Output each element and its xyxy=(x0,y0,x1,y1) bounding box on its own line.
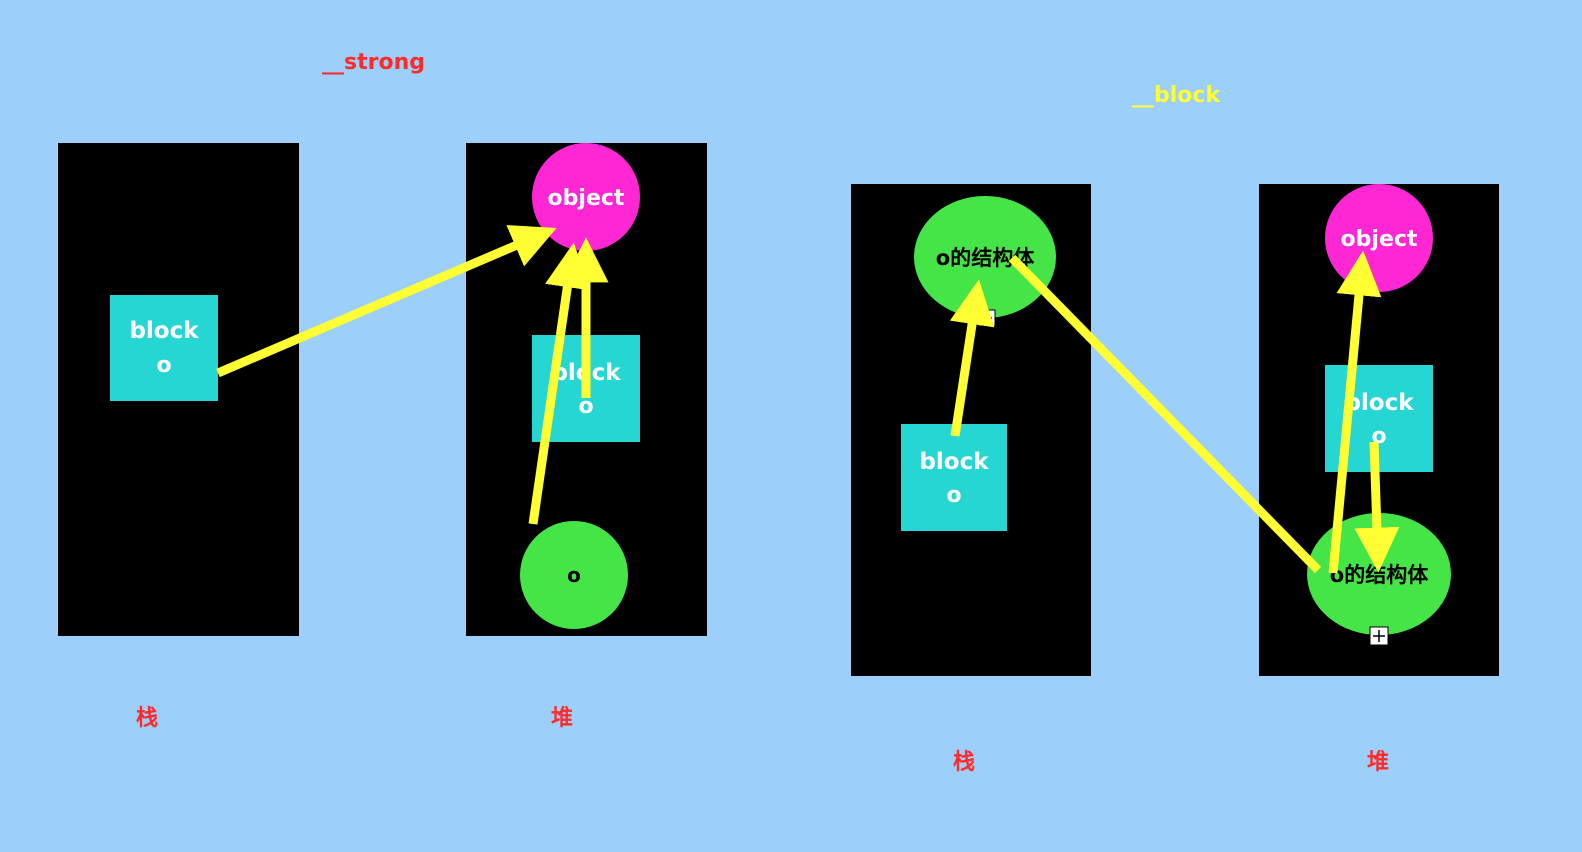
strong-stack-caption: 栈 xyxy=(136,706,158,731)
plus-box-icon xyxy=(1369,626,1389,646)
plus-box-icon xyxy=(978,309,996,327)
block-heap-caption: 堆 xyxy=(1367,750,1389,775)
strong-heap-object-circle xyxy=(532,143,640,251)
strong-heap-o-label: o xyxy=(567,563,581,587)
block-heap-struct-ellipse xyxy=(1307,513,1451,635)
strong-stack-block-label: block xyxy=(129,318,199,344)
block-arrow-heap-block-to-struct xyxy=(1354,441,1400,573)
strong-arrow-o-to-object xyxy=(528,242,590,525)
strong-stack-block-box xyxy=(110,295,218,401)
strong-arrow-stack-block-to-object xyxy=(216,225,557,378)
block-stack-block-box xyxy=(901,424,1007,531)
block-arrow-heap-struct-to-object xyxy=(1328,250,1382,574)
block-stack-caption: 栈 xyxy=(953,750,975,775)
block-arrow-stack-struct-to-heap-struct xyxy=(1008,254,1322,574)
block-heap-struct-label: o的结构体 xyxy=(1330,563,1429,587)
block-stack-block-sub: o xyxy=(946,483,961,508)
strong-heap-o-circle xyxy=(520,521,628,629)
strong-title: __strong xyxy=(322,50,425,75)
block-stack-block-label: block xyxy=(919,449,989,475)
block-heap-object-label: object xyxy=(1341,227,1418,252)
strong-heap-block-sub: o xyxy=(578,394,593,419)
block-arrow-stack-block-to-struct xyxy=(949,279,995,437)
block-heap-block-label: block xyxy=(1344,390,1414,416)
block-stack-struct-ellipse xyxy=(914,196,1056,318)
strong-stack-block-sub: o xyxy=(156,353,171,378)
block-title: __block xyxy=(1132,83,1221,108)
strong-heap-object-label: object xyxy=(548,186,625,211)
strong-heap-caption: 堆 xyxy=(551,706,573,731)
